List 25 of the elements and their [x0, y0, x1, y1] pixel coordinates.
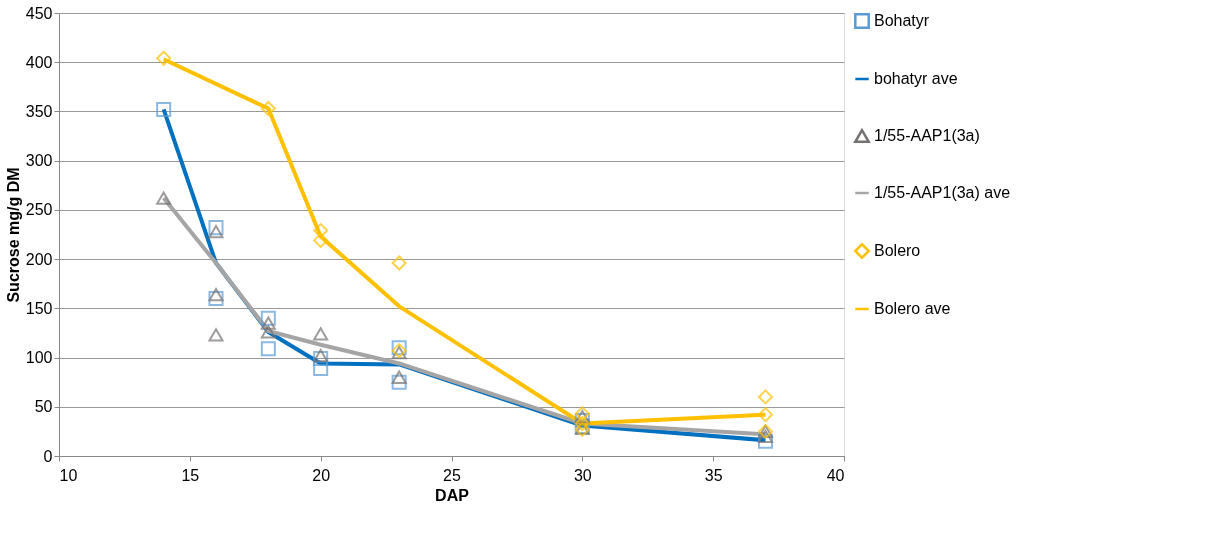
x-tick-label: 20: [312, 466, 331, 484]
legend-label: 1/55-AAP1(3a): [874, 127, 980, 144]
legend-label: Bolero ave: [874, 300, 951, 317]
legend-label: 1/55-AAP1(3a) ave: [874, 184, 1011, 201]
legend-label: bohatyr ave: [874, 70, 958, 87]
x-axis-title: DAP: [435, 486, 470, 504]
y-tick-label: 0: [43, 447, 53, 465]
y-tick-label: 100: [25, 349, 53, 367]
y-tick-label: 350: [25, 102, 53, 120]
y-tick-label: 400: [25, 53, 53, 71]
x-tick-label: 25: [443, 466, 461, 484]
y-tick-label: 450: [25, 4, 53, 22]
y-tick-label: 300: [25, 152, 53, 170]
x-tick-label: 30: [573, 466, 592, 484]
x-tick-label: 40: [826, 466, 845, 484]
x-tick-label: 15: [181, 466, 200, 484]
legend-label: Bohatyr: [874, 12, 930, 29]
y-axis-title: Sucrose mg/g DM: [4, 167, 22, 303]
y-tick-label: 250: [25, 201, 53, 219]
y-tick-label: 50: [34, 398, 53, 416]
legend-label: Bolero: [874, 242, 921, 259]
x-tick-label: 10: [59, 466, 78, 484]
y-tick-label: 200: [25, 250, 53, 268]
x-tick-label: 35: [704, 466, 723, 484]
y-tick-label: 150: [25, 299, 53, 317]
